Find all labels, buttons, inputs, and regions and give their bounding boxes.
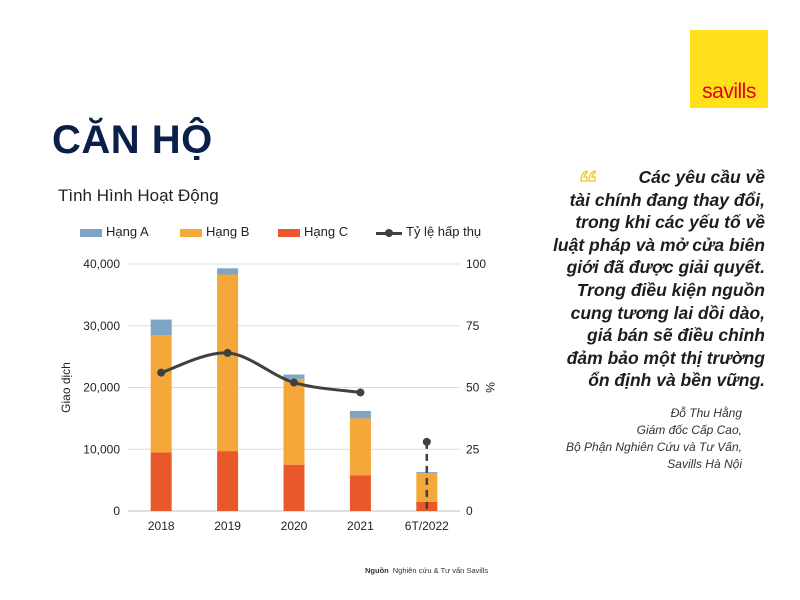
- y2-tick-label: 100: [466, 257, 486, 271]
- y2-tick-label: 25: [466, 442, 480, 456]
- page-title: CĂN HỘ: [52, 118, 213, 162]
- quote-line: ổn định và bền vững.: [588, 370, 765, 391]
- bar-hạng-b: [349, 418, 371, 476]
- legend-item-hang-b: Hạng B: [180, 224, 249, 239]
- quote-line: trong khi các yếu tố về: [575, 212, 765, 233]
- savills-logo: savills: [690, 30, 768, 108]
- legend-line-marker: [376, 228, 402, 238]
- quote-line: đảm bảo một thị trường: [566, 347, 765, 368]
- legend-swatch-hang-b: [180, 228, 202, 237]
- y-tick-label: 20,000: [83, 381, 120, 395]
- quote-mark-icon: [580, 170, 596, 182]
- quote-author: Đỗ Thu Hằng: [670, 406, 742, 420]
- quote-attribution: Đỗ Thu Hằng Giám đốc Cấp Cao, Bộ Phận Ng…: [520, 405, 742, 473]
- legend-swatch-hang-c: [278, 228, 300, 237]
- bar-hạng-a: [283, 374, 305, 379]
- bar-hạng-c: [283, 464, 305, 511]
- x-tick-label: 2018: [148, 519, 175, 533]
- bar-hạng-a: [150, 319, 172, 336]
- bar-hạng-c: [217, 451, 239, 511]
- y2-tick-label: 75: [466, 319, 480, 333]
- legend-item-hang-c: Hạng C: [278, 224, 348, 239]
- x-tick-label: 2020: [281, 519, 308, 533]
- absorption-point: [223, 348, 232, 357]
- absorption-line: [160, 351, 361, 394]
- chart-title: Tình Hình Hoạt Động: [58, 186, 219, 205]
- quote-line: giá bán sẽ điều chỉnh: [587, 325, 765, 346]
- legend-item-absorption: Tỷ lệ hấp thụ: [376, 224, 481, 239]
- y2-tick-label: 50: [466, 381, 480, 395]
- source-text: Nghiên cứu & Tư vấn Savills: [392, 566, 489, 575]
- absorption-point: [290, 378, 298, 387]
- bar-hạng-a: [349, 410, 371, 419]
- legend-label-hang-b: Hạng B: [206, 224, 250, 239]
- quote-company: Savills Hà Nội: [667, 457, 742, 471]
- quote-line: cung tương lai dồi dào,: [570, 302, 765, 323]
- y-tick-label: 10,000: [83, 442, 120, 456]
- bar-hạng-b: [283, 378, 305, 465]
- source-label: Nguồn: [365, 566, 389, 575]
- x-tick-label: 2021: [347, 519, 374, 533]
- quote-line: luật pháp và mở cửa biên: [553, 234, 765, 255]
- quote-text: Các yêu cầu về tài chính đang thay đổi, tr…: [505, 166, 765, 392]
- y-tick-label: 40,000: [83, 257, 120, 271]
- quote-line: Trong điều kiện nguồn: [576, 279, 765, 300]
- x-tick-label: 2019: [214, 519, 241, 533]
- quote-line: tài chính đang thay đổi,: [569, 189, 765, 210]
- bar-hạng-c: [349, 475, 371, 511]
- source-note: Nguồn Nghiên cứu & Tư vấn Savills: [365, 566, 488, 575]
- legend-item-hang-a: Hạng A: [80, 224, 149, 239]
- legend-label-absorption: Tỷ lệ hấp thụ: [406, 224, 482, 239]
- quote-role: Giám đốc Cấp Cao,: [636, 423, 742, 437]
- y-tick-label: 30,000: [83, 319, 120, 333]
- y-tick-label: 0: [113, 504, 120, 518]
- legend-label-hang-a: Hạng A: [106, 224, 149, 239]
- legend-swatch-hang-a: [80, 228, 102, 237]
- bar-hạng-c: [150, 452, 172, 511]
- bar-hạng-b: [217, 274, 239, 452]
- quote-department: Bộ Phận Nghiên Cứu và Tư Vấn,: [566, 440, 742, 454]
- y2-axis-label: %: [483, 382, 497, 393]
- bar-hạng-b: [150, 335, 172, 453]
- legend-label-hang-c: Hạng C: [304, 224, 349, 239]
- x-tick-label: 6T/2022: [405, 519, 449, 533]
- quote-line: giới đã được giải quyết.: [566, 257, 765, 278]
- absorption-point: [157, 368, 166, 377]
- y2-tick-label: 0: [466, 504, 473, 518]
- quote-line: Các yêu cầu về: [638, 167, 765, 187]
- projected-point: [422, 437, 431, 446]
- logo-text: savills: [702, 80, 756, 103]
- bar-hạng-b: [416, 473, 438, 502]
- y-axis-label: Giao dịch: [59, 362, 73, 413]
- bar-hạng-a: [217, 268, 239, 275]
- absorption-point: [356, 388, 365, 397]
